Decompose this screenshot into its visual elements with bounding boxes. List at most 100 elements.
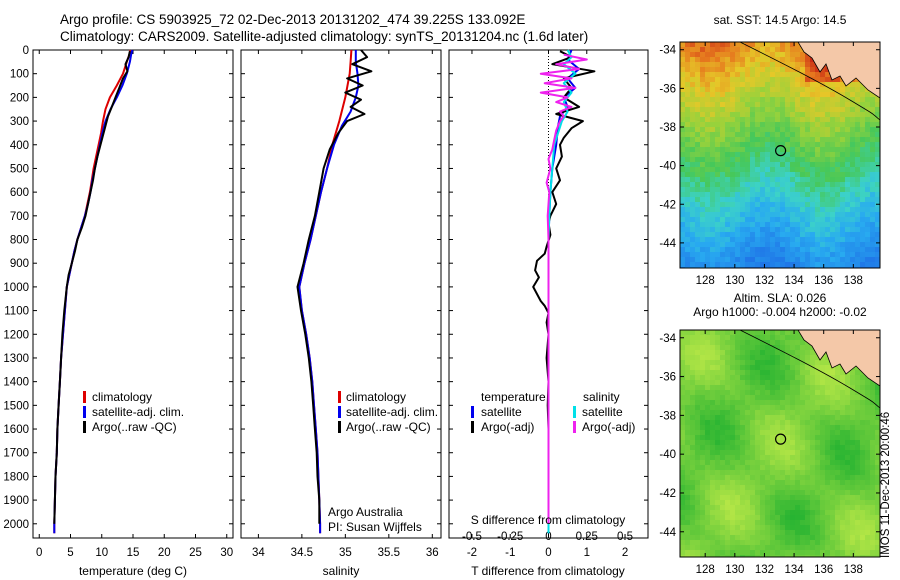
map-cell [720,52,725,57]
map-cell [775,345,780,350]
map-cell [805,385,810,390]
map-cell [790,77,795,82]
map-cell [680,450,685,455]
map-cell [680,495,685,500]
map-cell [710,232,715,237]
map-cell [820,92,825,97]
lon-tick-label: 136 [814,275,833,287]
map-cell [760,197,765,202]
map-cell [720,97,725,102]
map-cell [845,495,850,500]
map-cell [765,52,770,57]
map-cell [875,515,880,520]
map-cell [770,470,775,475]
map-cell [865,132,870,137]
map-cell [750,77,755,82]
map-cell [710,237,715,242]
map-cell [760,425,765,430]
map-cell [775,167,780,172]
map-cell [840,500,845,505]
map-cell [700,335,705,340]
map-cell [775,107,780,112]
map-cell [830,262,835,267]
map-cell [735,202,740,207]
map-cell [735,500,740,505]
figure-title-line-2: Climatology: CARS2009. Satellite-adjuste… [60,29,589,44]
map-cell [700,142,705,147]
map-cell [810,127,815,132]
map-cell [840,97,845,102]
map-cell [700,67,705,72]
map-cell [685,535,690,540]
map-cell [690,262,695,267]
x-tick-label: 25 [189,547,202,559]
map-cell [825,187,830,192]
map-cell [735,217,740,222]
map-cell [680,237,685,242]
map-cell [835,430,840,435]
map-cell [845,262,850,267]
map-cell [835,460,840,465]
map-cell [855,540,860,545]
map-cell [790,217,795,222]
map-cell [735,515,740,520]
map-cell [875,465,880,470]
map-cell [690,440,695,445]
map-cell [700,82,705,87]
map-cell [860,152,865,157]
map-cell [795,385,800,390]
map-cell [680,147,685,152]
map-cell [805,470,810,475]
map-cell [710,355,715,360]
land-mass [797,42,880,99]
map-cell [750,390,755,395]
map-cell [845,192,850,197]
map-cell [825,415,830,420]
depth-axis: 0100200300400500600700800900100011001200… [3,45,648,531]
map-cell [745,102,750,107]
map-cell [690,227,695,232]
map-cell [780,490,785,495]
map-cell [695,335,700,340]
map-cell [740,172,745,177]
map-cell [725,182,730,187]
map-cell [825,550,830,555]
map-cell [785,77,790,82]
map-cell [700,530,705,535]
map-cell [745,465,750,470]
map-cell [740,127,745,132]
map-cell [730,52,735,57]
map-cell [820,257,825,262]
map-cell [685,262,690,267]
map-cell [680,370,685,375]
map-cell [700,177,705,182]
map-cell [730,435,735,440]
map-cell [790,162,795,167]
map-cell [705,67,710,72]
map-cell [770,345,775,350]
map-cell [850,520,855,525]
map-cell [700,345,705,350]
map-cell [690,137,695,142]
map-cell [755,495,760,500]
map-cell [845,540,850,545]
map-cell [850,385,855,390]
map-cell [795,167,800,172]
map-cell [850,222,855,227]
s-tick-label: 0 [545,531,551,543]
map-cell [870,257,875,262]
map-cell [745,82,750,87]
map-cell [725,47,730,52]
map-cell [855,192,860,197]
map-cell [750,415,755,420]
map-cell [750,72,755,77]
map-cell [845,177,850,182]
map-cell [705,535,710,540]
map-cell [705,252,710,257]
map-cell [755,425,760,430]
map-cell [800,390,805,395]
map-cell [820,445,825,450]
map-cell [780,375,785,380]
map-cell [715,460,720,465]
map-cell [800,525,805,530]
